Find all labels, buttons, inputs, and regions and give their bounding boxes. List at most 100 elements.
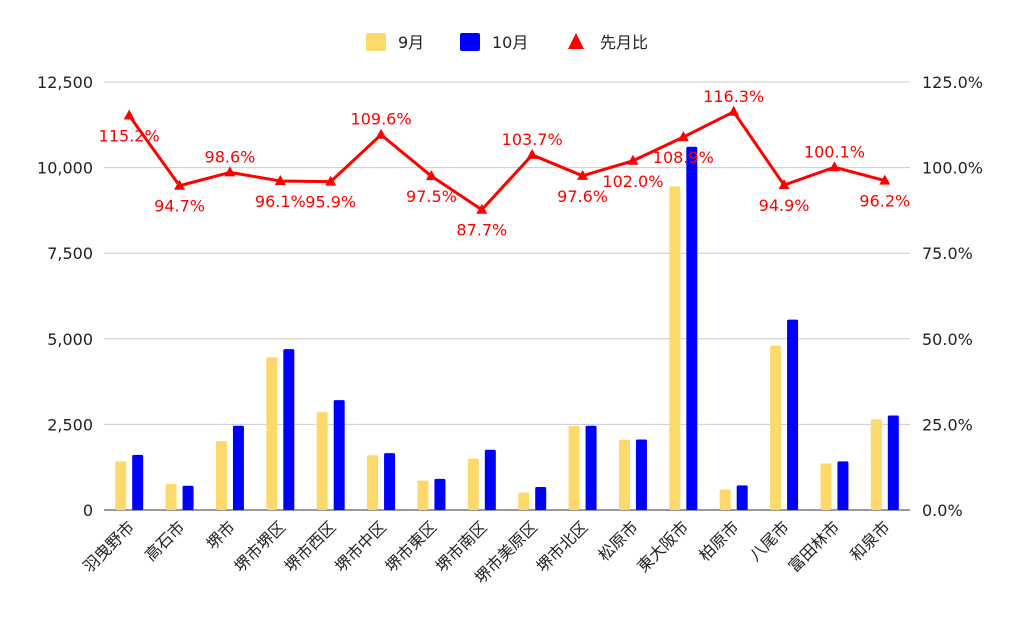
bar-oct: [434, 478, 446, 510]
bar-sep: [618, 439, 630, 510]
ratio-marker: [677, 131, 689, 142]
ratio-marker: [778, 179, 790, 190]
ratio-marker: [123, 109, 135, 120]
ratio-marker: [425, 170, 437, 181]
legend: 9月 10月 先月比: [366, 33, 648, 52]
x-tick-label: 羽曳野市: [79, 517, 138, 576]
bar-oct: [837, 461, 849, 510]
legend-item: 9月: [366, 33, 424, 52]
x-tick-label: 堺市中区: [331, 517, 390, 576]
y-right-tick-label: 0.0%: [922, 501, 963, 520]
bar-sep: [719, 489, 731, 510]
x-tick-label: 富田林市: [785, 517, 844, 576]
bar-oct: [384, 453, 396, 510]
legend-item: 10月: [460, 33, 528, 52]
bar-sep: [518, 492, 530, 510]
y-left-tick-label: 10,000: [37, 159, 93, 178]
bar-sep: [316, 412, 328, 510]
x-tick-label: 堺市東区: [382, 517, 441, 576]
bar-oct: [787, 319, 799, 510]
x-tick-label: 和泉市: [846, 517, 893, 564]
bar-oct: [182, 485, 194, 510]
ratio-data-label: 97.6%: [557, 187, 608, 206]
ratio-data-label: 98.6%: [205, 147, 256, 166]
bar-sep: [417, 480, 429, 510]
bar-sep: [870, 419, 882, 510]
y-left-tick-label: 5,000: [47, 330, 93, 349]
ratio-data-label: 109.6%: [351, 110, 412, 129]
legend-item: 先月比: [568, 33, 648, 52]
ratio-marker: [526, 148, 538, 159]
ratio-data-label: 103.7%: [502, 130, 563, 149]
ratio-marker: [375, 128, 387, 139]
y-right-tick-label: 25.0%: [922, 415, 973, 434]
ratio-data-label: 102.0%: [602, 172, 663, 191]
ratio-data-label: 94.9%: [759, 196, 810, 215]
y-right-tick-label: 125.0%: [922, 73, 983, 92]
x-tick-label: 東大阪市: [633, 517, 692, 576]
x-tick-label: 堺市堺区: [230, 517, 289, 576]
ratio-data-label: 96.1%: [255, 192, 306, 211]
bar-sep: [115, 461, 127, 510]
ratio-data-label: 96.2%: [859, 192, 910, 211]
ratio-marker: [174, 179, 186, 190]
bar-oct: [635, 439, 647, 510]
y-left-tick-label: 12,500: [37, 73, 93, 92]
y-right-tick-label: 75.0%: [922, 244, 973, 263]
legend-swatch: [366, 33, 386, 51]
bar-oct: [484, 449, 496, 510]
legend-label: 先月比: [600, 33, 648, 52]
legend-swatch: [568, 33, 584, 49]
ratio-data-label: 87.7%: [456, 221, 507, 240]
x-tick-label: 高石市: [141, 517, 188, 564]
bar-oct: [333, 400, 345, 510]
ratio-marker: [274, 174, 286, 185]
ratio-data-label: 115.2%: [99, 127, 160, 146]
legend-label: 9月: [398, 33, 424, 52]
x-tick-label: 八尾市: [746, 517, 793, 564]
ratio-marker: [828, 161, 840, 172]
ratio-data-label: 95.9%: [305, 193, 356, 212]
bar-oct: [686, 146, 698, 510]
bar-sep: [266, 357, 278, 510]
ratio-data-label: 116.3%: [703, 87, 764, 106]
legend-label: 10月: [492, 33, 528, 52]
bar-oct: [232, 425, 244, 510]
y-left-tick-label: 2,500: [47, 415, 93, 434]
ratio-marker: [577, 169, 589, 180]
ratio-data-label: 100.1%: [804, 142, 865, 161]
ratio-data-label: 108.9%: [653, 148, 714, 167]
bars: [115, 146, 899, 510]
ratio-marker: [224, 166, 236, 177]
y-right-tick-label: 50.0%: [922, 330, 973, 349]
bar-sep: [568, 426, 580, 510]
bar-sep: [367, 455, 379, 510]
ratio-line: [127, 110, 886, 212]
ratio-marker: [627, 154, 639, 165]
bar-oct: [887, 415, 899, 510]
bar-oct: [132, 454, 144, 510]
ratio-marker: [325, 175, 337, 186]
bar-oct: [585, 425, 597, 510]
bar-sep: [215, 441, 227, 510]
y-left-tick-label: 7,500: [47, 244, 93, 263]
bar-oct: [535, 487, 547, 510]
bar-sep: [669, 186, 681, 510]
ratio-line-layer: 115.2% 94.7% 98.6% 96.1% 95.9% 109.6% 97.5% 87.…: [99, 87, 911, 240]
legend-swatch: [460, 33, 480, 51]
bar-sep: [820, 463, 832, 510]
ratio-marker: [476, 203, 488, 214]
x-tick-label: 松原市: [594, 517, 641, 564]
bar-sep: [165, 483, 177, 510]
x-tick-label: 堺市西区: [281, 517, 340, 576]
x-tick-label: 柏原市: [695, 517, 742, 564]
bar-sep: [770, 345, 782, 510]
x-tick-label: 堺市: [203, 517, 239, 553]
bar-oct: [283, 349, 295, 510]
ratio-marker: [879, 174, 891, 185]
ratio-data-label: 97.5%: [406, 187, 457, 206]
ratio-data-label: 94.7%: [154, 197, 205, 216]
ratio-marker: [728, 105, 740, 116]
